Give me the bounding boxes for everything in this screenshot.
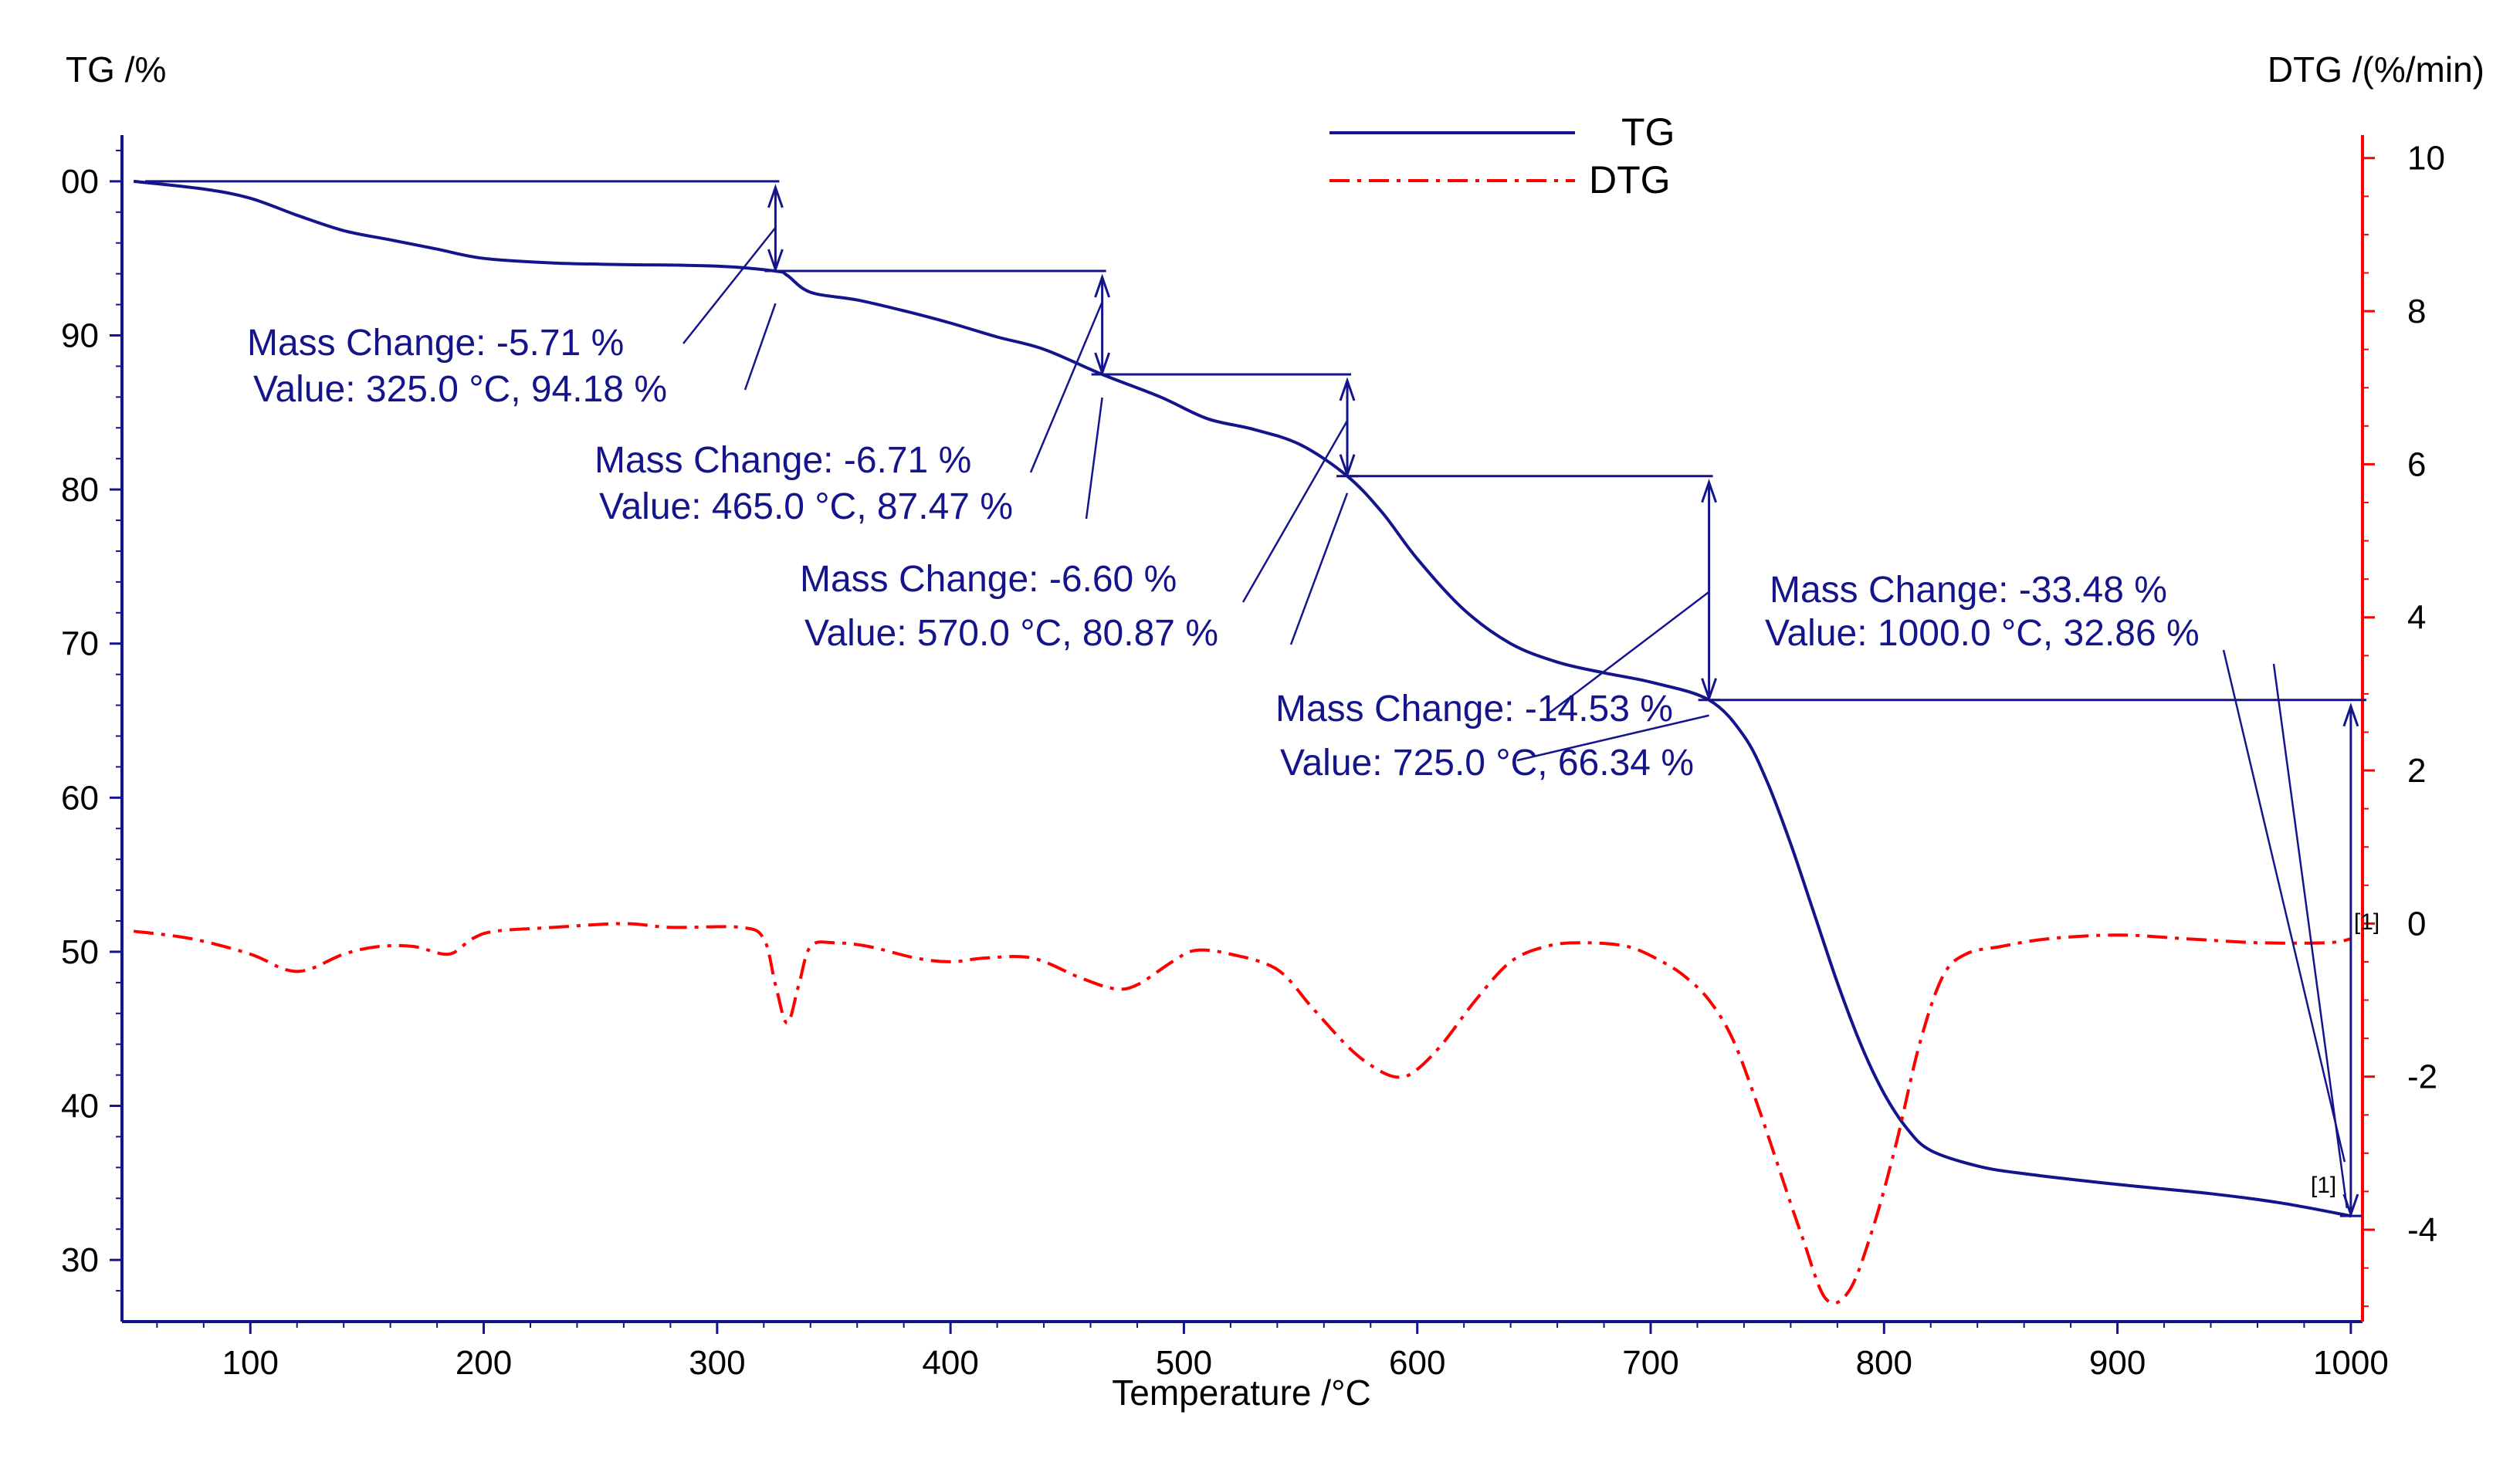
- value-label: Value: 1000.0 °C, 32.86 %: [1765, 613, 2200, 654]
- step-arrow-up-head: [767, 184, 784, 208]
- y-right-tick-label: 6: [2407, 445, 2426, 483]
- annotation-leader-line: [2222, 649, 2346, 1163]
- x-tick-label: 500: [1156, 1344, 1212, 1382]
- mass-change-label: Mass Change: -6.60 %: [800, 559, 1177, 600]
- mass-change-label: Mass Change: -6.71 %: [594, 440, 971, 481]
- y-right-tick-label: 2: [2407, 752, 2426, 790]
- step-arrow-up-head: [2342, 702, 2359, 727]
- value-label: Value: 325.0 °C, 94.18 %: [253, 369, 667, 410]
- x-tick-label: 600: [1389, 1344, 1445, 1382]
- annotation-leader-line: [682, 227, 777, 344]
- y-right-axis-title: DTG /(%/min): [2268, 49, 2484, 90]
- x-tick-label: 700: [1622, 1344, 1678, 1382]
- y-left-tick-label: 40: [61, 1088, 99, 1126]
- step-arrow-up-head: [1701, 479, 1718, 503]
- y-left-tick-label: 50: [61, 933, 99, 971]
- y-right-tick-label: 8: [2407, 293, 2426, 330]
- annotation-leader-line: [743, 303, 777, 391]
- x-tick-label: 800: [1856, 1344, 1912, 1382]
- y-right-tick-label: 10: [2407, 140, 2445, 178]
- annotation-leader-line: [1516, 714, 1709, 762]
- value-label: Value: 725.0 °C, 66.34 %: [1280, 743, 1694, 784]
- x-tick-label: 1000: [2313, 1344, 2389, 1382]
- x-tick-label: 300: [689, 1344, 745, 1382]
- annotation-leader-line: [1547, 591, 1710, 715]
- y-right-tick-label: -4: [2407, 1211, 2437, 1249]
- y-right-tick-label: 4: [2407, 599, 2426, 637]
- y-right-tick-label: 0: [2407, 905, 2426, 943]
- annotation-leader-line: [2272, 663, 2349, 1209]
- step-arrow-down-head: [1701, 678, 1718, 702]
- step-arrow-down-head: [767, 249, 784, 273]
- y-left-tick-label: 90: [61, 317, 99, 354]
- legend-tg-label: TG: [1621, 110, 1675, 154]
- step-arrow-down-head: [1339, 454, 1356, 479]
- mass-change-label: Mass Change: -5.71 %: [247, 323, 624, 364]
- annotation-leader-line: [1029, 301, 1103, 473]
- mass-change-label: Mass Change: -33.48 %: [1770, 570, 2167, 611]
- dtg-end-marker-label: [1]: [2354, 909, 2379, 935]
- value-label: Value: 465.0 °C, 87.47 %: [599, 486, 1013, 527]
- step-arrow-up-head: [1094, 273, 1111, 298]
- x-tick-label: 200: [456, 1344, 512, 1382]
- y-left-tick-label: 30: [61, 1241, 99, 1279]
- x-tick-label: 400: [922, 1344, 978, 1382]
- tg-end-marker-label: [1]: [2311, 1173, 2336, 1198]
- value-label: Value: 570.0 °C, 80.87 %: [804, 613, 1218, 654]
- x-tick-label: 900: [2089, 1344, 2146, 1382]
- dtg-series-line: [133, 922, 2352, 1305]
- y-left-tick-label: 60: [61, 779, 99, 817]
- annotation-leader-line: [1289, 493, 1349, 645]
- x-axis-title: Temperature /°C: [1112, 1373, 1370, 1413]
- annotation-leader-line: [1241, 420, 1349, 603]
- mass-change-label: Mass Change: -14.53 %: [1275, 689, 1673, 730]
- y-left-tick-label: 70: [61, 625, 99, 663]
- y-left-tick-label: 80: [61, 471, 99, 509]
- step-arrow-down-head: [1094, 352, 1111, 377]
- annotation-leader-line: [1085, 397, 1103, 520]
- x-tick-label: 100: [222, 1344, 279, 1382]
- step-arrow-up-head: [1339, 377, 1356, 401]
- y-right-tick-label: -2: [2407, 1058, 2437, 1096]
- legend-dtg-label: DTG: [1589, 158, 1671, 201]
- y-left-tick-label: 00: [61, 163, 99, 201]
- y-left-axis-title: TG /%: [66, 49, 166, 90]
